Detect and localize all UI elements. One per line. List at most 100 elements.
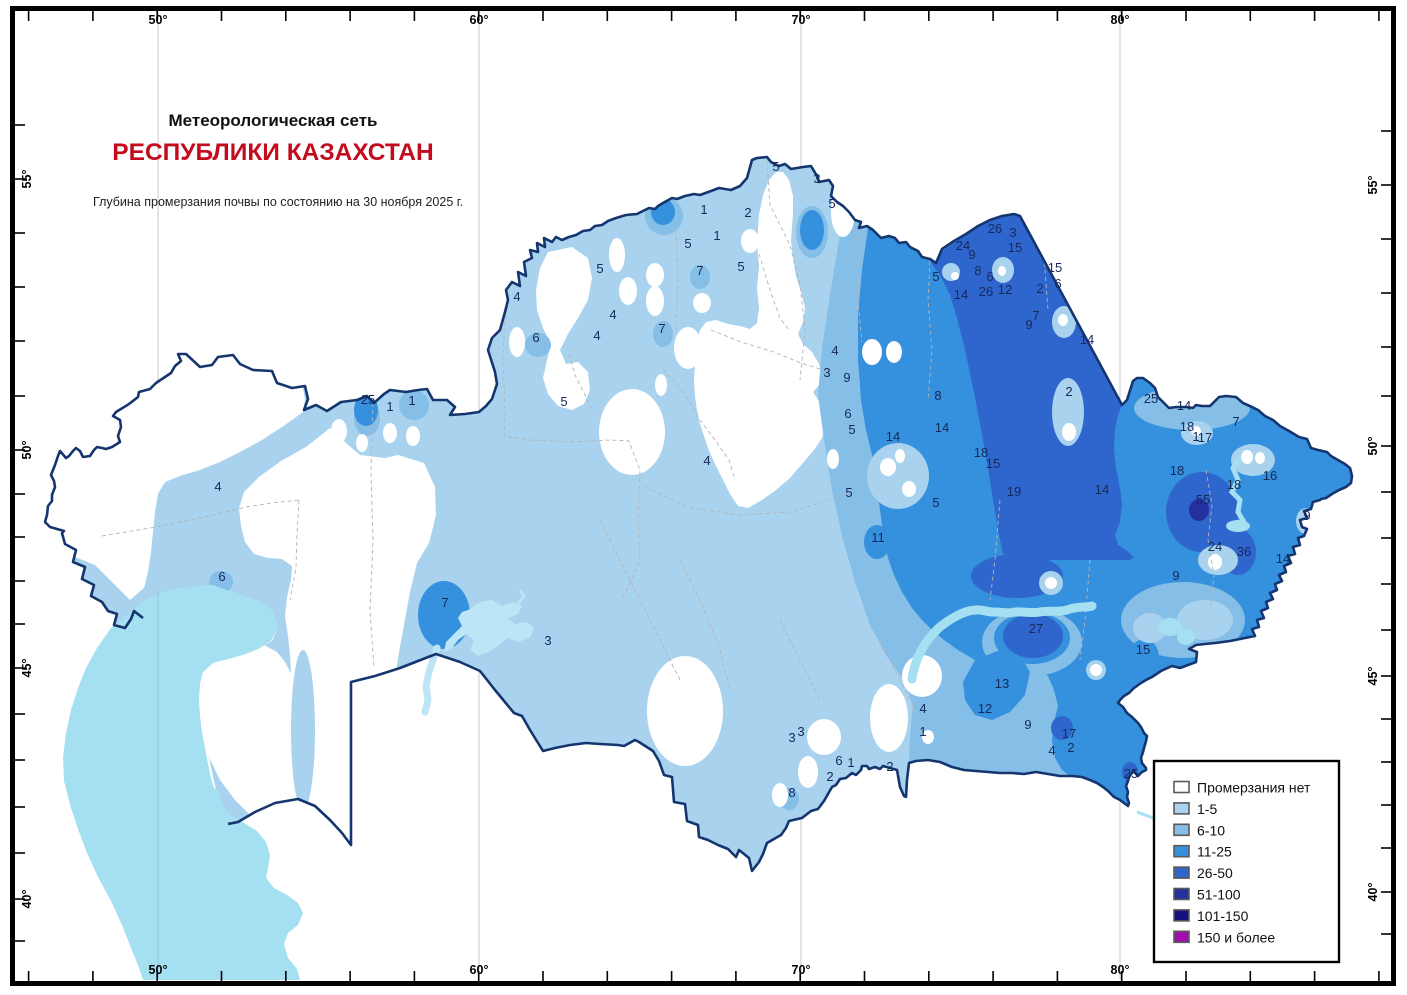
svg-text:6-10: 6-10	[1197, 822, 1225, 838]
svg-text:7: 7	[1032, 308, 1039, 323]
svg-text:40°: 40°	[20, 890, 34, 909]
svg-text:19: 19	[1007, 484, 1021, 499]
svg-text:17: 17	[1062, 726, 1076, 741]
svg-text:45°: 45°	[20, 659, 34, 678]
svg-text:14: 14	[1095, 482, 1109, 497]
svg-text:5: 5	[560, 394, 567, 409]
svg-text:6: 6	[532, 330, 539, 345]
svg-text:3: 3	[544, 633, 551, 648]
svg-text:80°: 80°	[1111, 13, 1130, 27]
svg-text:101-150: 101-150	[1197, 908, 1249, 924]
svg-text:3: 3	[1009, 225, 1016, 240]
svg-text:13: 13	[995, 676, 1009, 691]
svg-text:70°: 70°	[792, 13, 811, 27]
svg-text:9: 9	[1025, 317, 1032, 332]
svg-text:18: 18	[974, 445, 988, 460]
svg-text:1-5: 1-5	[1197, 801, 1217, 817]
svg-text:45°: 45°	[1366, 667, 1380, 686]
svg-text:1: 1	[386, 399, 393, 414]
svg-text:14: 14	[1177, 398, 1191, 413]
svg-text:11-25: 11-25	[1197, 844, 1232, 860]
svg-text:26-50: 26-50	[1197, 865, 1233, 881]
svg-text:18: 18	[1170, 463, 1184, 478]
svg-text:3: 3	[813, 171, 820, 186]
svg-text:6: 6	[835, 753, 842, 768]
svg-text:51-100: 51-100	[1197, 887, 1241, 903]
svg-text:9: 9	[843, 370, 850, 385]
svg-text:14: 14	[1080, 332, 1094, 347]
svg-text:2: 2	[1065, 384, 1072, 399]
svg-text:5: 5	[845, 485, 852, 500]
svg-text:1: 1	[919, 724, 926, 739]
svg-text:9: 9	[1303, 508, 1310, 523]
svg-text:7: 7	[1232, 414, 1239, 429]
svg-text:7: 7	[658, 321, 665, 336]
svg-text:55°: 55°	[20, 170, 34, 189]
svg-text:14: 14	[1276, 551, 1290, 566]
svg-text:11: 11	[871, 530, 885, 545]
svg-text:50°: 50°	[149, 963, 168, 977]
svg-text:5: 5	[828, 196, 835, 211]
svg-text:15: 15	[1048, 260, 1062, 275]
svg-text:50°: 50°	[20, 441, 34, 460]
svg-text:18: 18	[1227, 477, 1241, 492]
svg-text:4: 4	[703, 453, 710, 468]
svg-text:4: 4	[919, 701, 926, 716]
svg-text:2: 2	[1067, 740, 1074, 755]
svg-text:1: 1	[408, 393, 415, 408]
svg-text:26: 26	[979, 284, 993, 299]
svg-text:4: 4	[593, 328, 600, 343]
svg-text:24: 24	[1208, 539, 1222, 554]
svg-text:14: 14	[935, 420, 949, 435]
svg-text:3: 3	[797, 724, 804, 739]
svg-text:5: 5	[932, 269, 939, 284]
svg-text:24: 24	[956, 238, 970, 253]
svg-text:4: 4	[513, 289, 520, 304]
svg-text:6: 6	[1054, 276, 1061, 291]
svg-text:5: 5	[737, 259, 744, 274]
svg-text:15: 15	[1008, 240, 1022, 255]
svg-text:1: 1	[700, 202, 707, 217]
svg-text:12: 12	[998, 282, 1012, 297]
svg-text:9: 9	[1024, 717, 1031, 732]
svg-text:25: 25	[1124, 766, 1138, 781]
svg-text:15: 15	[986, 456, 1000, 471]
svg-text:2: 2	[1036, 281, 1043, 296]
svg-text:4: 4	[214, 479, 221, 494]
svg-text:7: 7	[441, 595, 448, 610]
svg-text:50°: 50°	[149, 13, 168, 27]
svg-text:1: 1	[847, 755, 854, 770]
svg-text:12: 12	[978, 701, 992, 716]
svg-text:18: 18	[1180, 419, 1194, 434]
svg-text:4: 4	[831, 343, 838, 358]
svg-text:80°: 80°	[1111, 963, 1130, 977]
svg-text:6: 6	[986, 269, 993, 284]
svg-text:60°: 60°	[470, 963, 489, 977]
svg-text:Промерзания нет: Промерзания нет	[1197, 780, 1311, 796]
svg-text:1: 1	[713, 228, 720, 243]
svg-text:150 и более: 150 и более	[1197, 929, 1275, 945]
svg-text:7: 7	[696, 263, 703, 278]
svg-text:25: 25	[361, 392, 375, 407]
svg-text:5: 5	[684, 236, 691, 251]
svg-text:36: 36	[1237, 544, 1251, 559]
svg-text:4: 4	[609, 307, 616, 322]
svg-text:3: 3	[788, 730, 795, 745]
svg-text:1: 1	[1192, 429, 1199, 444]
svg-text:2: 2	[886, 759, 893, 774]
svg-text:5: 5	[932, 495, 939, 510]
svg-text:55: 55	[1196, 492, 1210, 507]
svg-text:8: 8	[788, 785, 795, 800]
svg-text:70°: 70°	[792, 963, 811, 977]
svg-text:26: 26	[988, 221, 1002, 236]
svg-text:3: 3	[823, 365, 830, 380]
svg-text:9: 9	[968, 247, 975, 262]
svg-text:14: 14	[954, 287, 968, 302]
svg-text:8: 8	[974, 263, 981, 278]
svg-text:17: 17	[1198, 430, 1212, 445]
svg-text:2: 2	[826, 769, 833, 784]
svg-text:50°: 50°	[1366, 437, 1380, 456]
svg-text:2: 2	[744, 205, 751, 220]
svg-text:6: 6	[218, 569, 225, 584]
svg-text:40°: 40°	[1366, 883, 1380, 902]
